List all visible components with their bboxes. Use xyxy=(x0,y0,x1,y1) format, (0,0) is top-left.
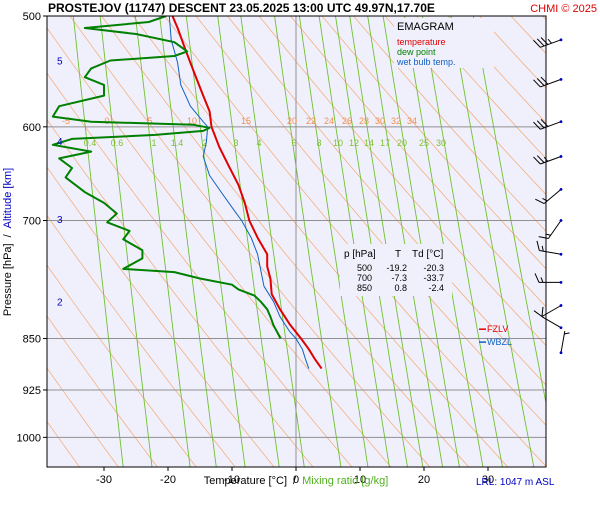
data-table-header: T xyxy=(395,249,401,260)
mixing-ratio-label: 14 xyxy=(364,138,374,148)
mixing-ratio-label: 6 xyxy=(291,138,296,148)
mixing-ratio-label: 10 xyxy=(333,138,343,148)
data-table-header: Td [°C] xyxy=(412,249,443,260)
dry-adiabat-label: 34 xyxy=(407,116,417,126)
altitude-tick-label: 4 xyxy=(57,137,63,148)
dry-adiabat-label: 28 xyxy=(359,116,369,126)
copyright-label: CHMI © 2025 xyxy=(530,3,597,15)
y-tick-label: 700 xyxy=(23,216,41,228)
altitude-tick-label: 3 xyxy=(57,215,63,226)
y-axis-label-altitude: Altitude [km] xyxy=(2,168,14,229)
wbzl-label: WBZL xyxy=(487,337,512,347)
x-axis-label-temperature: Temperature [°C] xyxy=(204,475,287,487)
y-axis-label-separator: / xyxy=(2,233,14,237)
chart-header-title: PROSTEJOV (11747) DESCENT 23.05.2025 13:… xyxy=(48,1,435,15)
legend-item-wet-bulb: wet bulb temp. xyxy=(396,57,456,67)
y-tick-label: 500 xyxy=(23,11,41,23)
x-axis-label: Temperature [°C]/Mixing ratio [g/kg] xyxy=(204,475,389,487)
x-axis-label-mixing-ratio: Mixing ratio [g/kg] xyxy=(302,475,388,487)
dry-adiabat-label: 0 xyxy=(104,116,109,126)
y-tick-label: 925 xyxy=(23,385,41,397)
mixing-ratio-label: 8 xyxy=(316,138,321,148)
wind-barb-station-dot xyxy=(559,78,563,82)
mixing-ratio-label: 1.4 xyxy=(171,138,184,148)
wind-barb-station-dot xyxy=(559,351,562,354)
mixing-ratio-label: 3 xyxy=(233,138,238,148)
x-tick-label: -20 xyxy=(160,474,176,486)
wind-barb-station-dot xyxy=(559,38,563,42)
data-table-cell: -20.3 xyxy=(423,263,444,273)
wind-barb-staff xyxy=(544,189,561,203)
y-tick-label: 600 xyxy=(23,122,41,134)
mixing-ratio-label: 20 xyxy=(397,138,407,148)
mixing-ratio-label: 0.4 xyxy=(84,138,97,148)
wind-barb-station-dot xyxy=(559,120,563,124)
dry-adiabat-label: 32 xyxy=(391,116,401,126)
mixing-ratio-label: 17 xyxy=(380,138,390,148)
data-table: p [hPa] T Td [°C] 500 -19.2 -20.3 700 -7… xyxy=(340,244,452,296)
wind-barb xyxy=(559,331,569,355)
dry-adiabat-label: 26 xyxy=(342,116,352,126)
wind-barb-half-flag xyxy=(564,332,569,335)
altitude-tick-label: 5 xyxy=(57,57,63,68)
data-table-cell: 850 xyxy=(357,283,372,293)
wind-barb-half-flag xyxy=(548,39,552,44)
x-tick-label: -30 xyxy=(96,474,112,486)
wind-barb-station-dot xyxy=(559,155,563,159)
data-table-cell: 700 xyxy=(357,273,372,283)
dry-adiabat-line xyxy=(551,0,600,473)
data-table-cell: 0.8 xyxy=(394,283,407,293)
data-table-cell: -19.2 xyxy=(386,263,407,273)
y-axis-label: Pressure [hPa] / Altitude [km] xyxy=(2,168,14,316)
mixing-ratio-label: 1 xyxy=(151,138,156,148)
data-table-cell: -33.7 xyxy=(423,273,444,283)
dry-adiabat-label: 15 xyxy=(241,116,251,126)
pressure-axis: 500 600 700 850 925 1000 xyxy=(17,11,47,444)
legend-item-dew-point: dew point xyxy=(397,47,436,57)
legend-title: EMAGRAM xyxy=(397,21,454,33)
data-table-cell: 500 xyxy=(357,263,372,273)
legend-item-temperature: temperature xyxy=(397,37,446,47)
data-table-header: p [hPa] xyxy=(344,249,376,260)
wind-barb-station-dot xyxy=(559,253,562,256)
lrl-label: LRL: 1047 m ASL xyxy=(476,477,555,488)
x-tick-label: 20 xyxy=(418,474,430,486)
fzlv-label: FZLV xyxy=(487,324,508,334)
mixing-ratio-label: 0.6 xyxy=(111,138,124,148)
y-axis-label-pressure: Pressure [hPa] xyxy=(2,243,14,316)
dry-adiabat-label: 24 xyxy=(324,116,334,126)
dry-adiabat-label: 30 xyxy=(375,116,385,126)
wind-barb-staff xyxy=(561,331,565,353)
mixing-ratio-label: 4 xyxy=(256,138,261,148)
dry-adiabat-label: 22 xyxy=(306,116,316,126)
data-table-cell: -2.4 xyxy=(428,283,444,293)
y-tick-label: 1000 xyxy=(17,432,41,444)
wind-barb-station-dot xyxy=(560,281,563,284)
data-table-cell: -7.3 xyxy=(391,273,407,283)
mixing-ratio-label: 25 xyxy=(419,138,429,148)
altitude-tick-label: 2 xyxy=(57,298,63,309)
mixing-ratio-label: 30 xyxy=(436,138,446,148)
dry-adiabat-label: 20 xyxy=(287,116,297,126)
y-tick-label: 850 xyxy=(23,334,41,346)
wind-barb-staff xyxy=(548,221,561,239)
dry-adiabat-line xyxy=(582,0,600,473)
mixing-ratio-label: 12 xyxy=(349,138,359,148)
